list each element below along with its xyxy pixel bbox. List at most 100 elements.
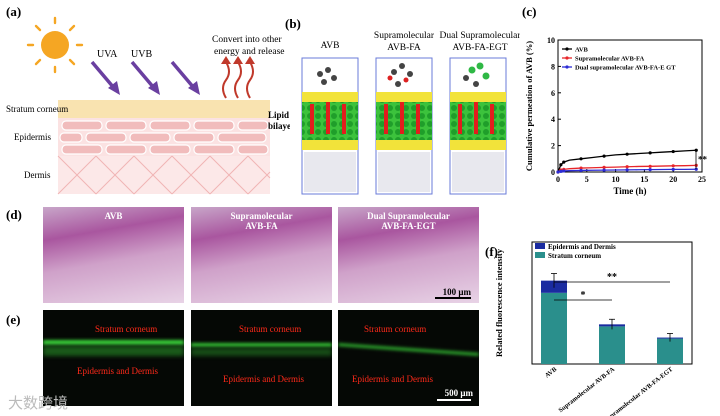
legend-label-1: Supramolecular AVB-FA [575,56,644,63]
stratum-layer [58,100,270,118]
x-tick-label: 15 [640,175,648,184]
category-label: Supramolecular AVB-FA [557,366,616,414]
data-point [625,168,629,172]
legend-marker-1 [565,56,569,60]
data-point [562,169,566,173]
data-point [648,168,652,172]
data-point [671,167,675,171]
panel-e-label: (e) [6,312,21,327]
he-title-3b: AVB-FA-EGT [381,221,436,231]
x-axis-label: Time (h) [613,186,646,196]
epidermis-cells [59,120,269,155]
md-box-avb-fa-egt [449,57,507,195]
he-image-avb-fa: Supramolecular AVB-FA [191,207,332,303]
data-point [625,152,629,156]
fluor-epidermis-label-3: Epidermis and Dermis [352,374,433,384]
y-tick-label: 0 [551,168,555,177]
y-axis-label: Related fluorescence intensity [494,248,504,357]
fluor-epidermis-label-1: Epidermis and Dermis [77,366,158,376]
y-axis-label: Cumulative permeation of AVB (%) [524,41,534,171]
he-scalebar [435,297,471,299]
data-point [602,168,606,172]
lipid-label-2: bilayer [268,121,290,131]
heat-arrowheads [221,56,255,64]
data-point [562,160,566,164]
permeation-line-chart: 0 5 10 15 20 25 0 2 4 6 8 10 Time (h) Cumulative perm… [524,36,708,196]
panel-c-label: (c) [522,4,537,19]
significance-label: * [581,290,586,301]
series-line-0 [557,149,697,173]
x-tick-label: 25 [698,175,706,184]
panel-a-label: (a) [6,4,22,19]
y-tick-label: 10 [547,36,555,45]
he-image-avb: AVB [43,207,184,303]
significance-label: ** [698,155,708,165]
fluor-stratum-label-3: Stratum corneum [364,324,427,334]
data-point [648,164,652,168]
series-line-1 [557,164,697,173]
dermis-layer [58,156,270,194]
skin-uv-schematic: UVA UVB Convert into other energy and re… [6,16,290,195]
fluor-scalebar [437,399,471,401]
panel-d-label: (d) [6,207,22,222]
he-title-2a: Supramolecular [230,211,293,221]
legend-marker-2 [565,65,569,69]
panel-b-label: (b) [285,16,301,31]
data-point [579,168,583,173]
dermis-pattern [57,155,271,195]
md-label-2a: Supramolecular [374,31,435,41]
category-label: AVB [544,366,559,380]
y-tick-label: 2 [551,142,555,151]
heat-release-arrows [222,61,254,99]
legend-label-0: AVB [575,47,589,54]
md-label-1: AVB [321,41,340,51]
md-simulation-panels: AVB Supramolecular AVB-FA Dual Supramole… [301,31,521,195]
legend-swatch-0 [535,243,545,249]
he-title-3a: Dual Supramolecular [367,211,450,221]
md-label-3a: Dual Supramolecular [440,31,521,41]
fluor-stratum-label-1: Stratum corneum [95,324,158,334]
data-point [602,165,606,169]
data-point [602,154,606,158]
x-tick-label: 5 [585,175,589,184]
legend-label-2: Dual supramolecular AVB-FA-E GT [575,65,676,72]
he-title-2b: AVB-FA [245,221,278,231]
data-point [579,166,583,170]
uvb-label: UVB [131,49,152,60]
fluor-image-avb: Stratum corneum Epidermis and Dermis [43,310,184,406]
legend-label-0: Epidermis and Dermis [548,243,616,251]
convert-text-2: energy and release [214,47,285,57]
y-tick-label: 6 [551,89,555,98]
sun-icon [26,16,84,74]
fluorescence-bar-chart: Related fluorescence intensity AVB Supramo… [494,241,693,416]
data-point [556,170,560,174]
fluor-stratum-label-2: Stratum corneum [239,324,302,334]
fluor-image-avb-fa: Stratum corneum Epidermis and Dermis [191,310,332,406]
he-image-avb-fa-egt: Dual Supramolecular AVB-FA-EGT 100 μm [338,207,479,303]
x-tick-label: 20 [669,175,677,184]
fluor-epidermis-label-2: Epidermis and Dermis [223,374,304,384]
y-tick-label: 4 [551,115,555,124]
he-title-1: AVB [104,211,123,221]
md-label-3b: AVB-FA-EGT [452,43,507,53]
plot-frame [557,39,703,173]
bar-stratum [541,292,567,364]
data-point [648,151,652,155]
legend-swatch-1 [535,252,545,258]
he-scalebar-label: 100 μm [442,287,471,297]
lipid-label-1: Lipid [268,110,289,120]
md-box-avb-fa [375,57,433,195]
x-tick-label: 10 [612,175,620,184]
fluor-scalebar-label: 500 μm [444,388,473,398]
data-point [579,157,583,161]
convert-text-1: Convert into other [212,35,282,45]
x-tick-label: 0 [556,175,560,184]
data-point [671,149,675,154]
watermark-text: 大数跨境 [8,395,69,412]
stratum-label: Stratum corneum [6,104,68,114]
data-point [559,163,563,167]
series-line-2 [557,168,697,173]
data-point [559,169,563,173]
data-point [625,165,629,169]
panel-f-label: (f) [485,244,498,259]
